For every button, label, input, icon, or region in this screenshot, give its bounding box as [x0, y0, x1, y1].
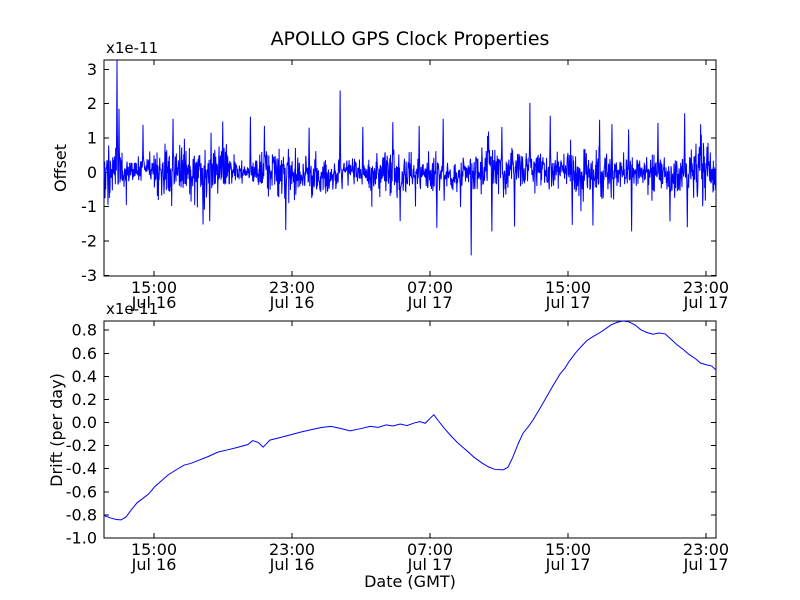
- x-tick-time-label: 15:00: [545, 278, 591, 297]
- x-tick-time-label: 15:00: [545, 540, 591, 559]
- x-tick-date-label: Jul 17: [545, 555, 591, 574]
- x-tick-time-label: 07:00: [407, 278, 453, 297]
- y-tick-label: 0.8: [72, 321, 97, 340]
- y-tick-label: -0.2: [66, 436, 97, 455]
- x-tick-time-label: 23:00: [269, 278, 315, 297]
- x-tick-date-label: Jul 17: [683, 293, 729, 312]
- y-axis-label-offset: Offset: [51, 144, 70, 192]
- x-axis-label-date: Date (GMT): [364, 572, 456, 591]
- x-tick-date-label: Jul 16: [131, 293, 177, 312]
- y-tick-label: -0.4: [66, 459, 97, 478]
- drift-series-line: [103, 320, 717, 521]
- x-tick-time-label: 15:00: [131, 278, 177, 297]
- offset-series-line: [103, 60, 717, 256]
- x-tick-date-label: Jul 16: [269, 293, 315, 312]
- plot-title: APOLLO GPS Clock Properties: [271, 28, 550, 50]
- y-tick-label: 0.0: [72, 413, 97, 432]
- y-tick-label: 2: [87, 94, 97, 113]
- x-tick-time-label: 23:00: [683, 540, 729, 559]
- y-tick-label: 0.2: [72, 390, 97, 409]
- y-tick-label: -0.8: [66, 505, 97, 524]
- x-tick-date-label: Jul 16: [131, 555, 177, 574]
- y-tick-label: 0: [87, 163, 97, 182]
- x-tick-date-label: Jul 17: [407, 293, 453, 312]
- y-tick-label: 1: [87, 128, 97, 147]
- top-offset-scale-label: x1e-11: [106, 39, 158, 57]
- bottom-offset-scale-label: x1e-11: [106, 300, 158, 318]
- x-tick-time-label: 07:00: [407, 540, 453, 559]
- y-tick-label: -3: [81, 266, 97, 285]
- y-tick-label: 0.6: [72, 344, 97, 363]
- x-tick-date-label: Jul 17: [407, 555, 453, 574]
- y-axis-label-drift: Drift (per day): [47, 373, 66, 487]
- x-tick-date-label: Jul 17: [545, 293, 591, 312]
- x-tick-date-label: Jul 16: [269, 555, 315, 574]
- y-tick-label: 3: [87, 60, 97, 79]
- x-tick-time-label: 23:00: [269, 540, 315, 559]
- bottom-plot-frame: [103, 320, 717, 539]
- x-tick-date-label: Jul 17: [683, 555, 729, 574]
- y-tick-label: 0.4: [72, 367, 97, 386]
- y-tick-label: -1.0: [66, 529, 97, 548]
- y-tick-label: -1: [81, 197, 97, 216]
- x-tick-time-label: 15:00: [131, 540, 177, 559]
- y-tick-label: -0.6: [66, 482, 97, 501]
- y-tick-label: -2: [81, 231, 97, 250]
- x-tick-time-label: 23:00: [683, 278, 729, 297]
